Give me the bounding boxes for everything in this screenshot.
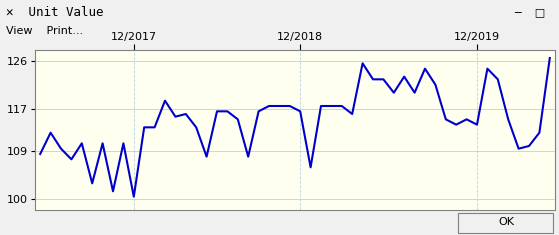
Text: ✕  Unit Value: ✕ Unit Value — [6, 6, 103, 19]
Text: ─    □    ×: ─ □ × — [514, 7, 559, 17]
FancyBboxPatch shape — [458, 213, 553, 233]
Text: OK: OK — [498, 217, 514, 227]
Text: View    Print...: View Print... — [6, 26, 83, 36]
